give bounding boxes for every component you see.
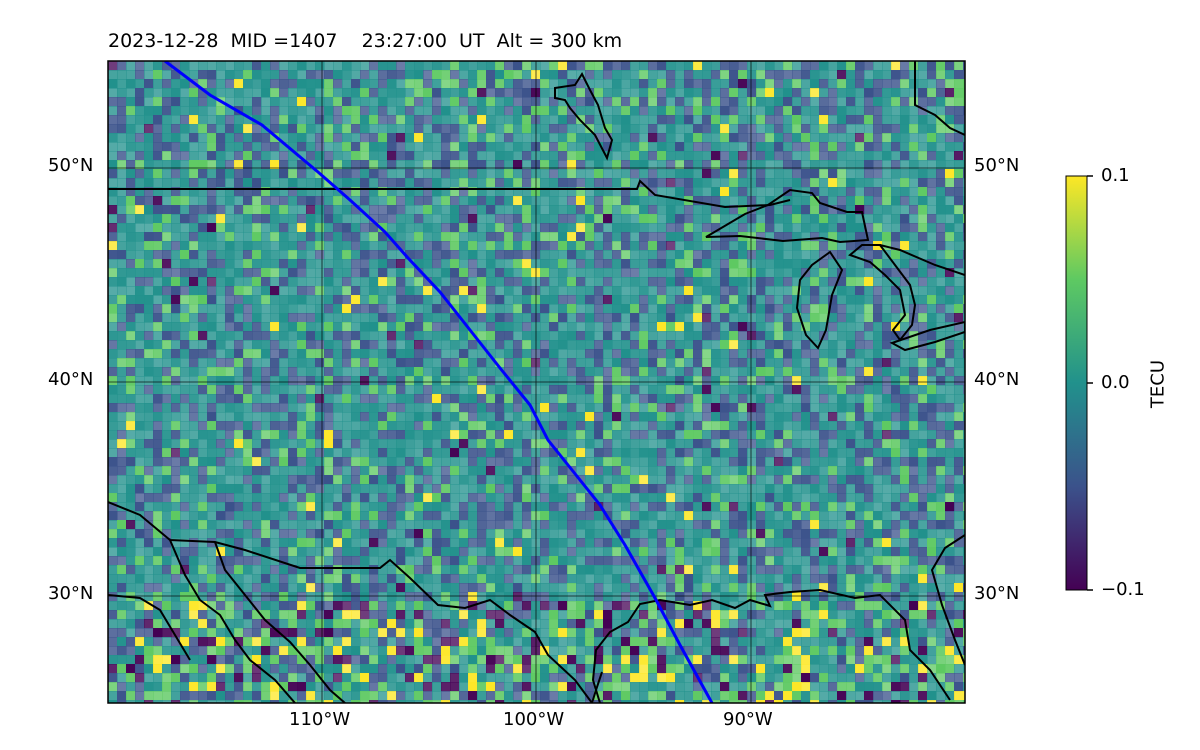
lat-tick-left: 30°N	[48, 583, 94, 604]
lat-tick-left: 50°N	[48, 155, 94, 176]
lat-tick-left: 40°N	[48, 369, 94, 390]
baja-coast	[169, 539, 296, 703]
map-gridlines	[108, 61, 965, 703]
tec-raster	[108, 61, 965, 703]
map-frame	[107, 60, 966, 704]
lon-tick: 100°W	[503, 709, 565, 730]
lon-tick: 110°W	[289, 709, 351, 730]
lat-tick-right: 50°N	[974, 155, 1020, 176]
colorbar-tick-label: −0.1	[1101, 579, 1145, 600]
lake-michigan	[795, 250, 844, 350]
canada-shore-north	[914, 61, 965, 136]
us-mexico-border	[108, 501, 593, 703]
lake-superior	[705, 188, 870, 244]
florida-coast	[930, 534, 965, 666]
us-canada-border	[108, 179, 791, 209]
lat-tick-right: 30°N	[974, 583, 1020, 604]
lake-erie	[889, 320, 965, 352]
texas-coast-barrier	[591, 671, 603, 703]
gulf-coast	[591, 588, 951, 703]
ontario-shore	[879, 244, 965, 276]
lake-huron	[848, 244, 917, 342]
lat-tick-right: 40°N	[974, 369, 1020, 390]
colorbar-label: TECU	[1147, 359, 1169, 409]
lake-winnipeg	[554, 71, 614, 161]
colorbar-tick-label: 0.0	[1101, 372, 1130, 393]
map-title: 2023-12-28 MID =1407 23:27:00 UT Alt = 3…	[108, 30, 623, 52]
baja-west-coast	[108, 594, 191, 661]
satellite-track	[164, 61, 714, 703]
colorbar-tick-label: 0.1	[1101, 165, 1130, 186]
sonora-coast	[214, 541, 346, 703]
colorbar	[1065, 175, 1088, 591]
lon-tick: 90°W	[723, 709, 773, 730]
